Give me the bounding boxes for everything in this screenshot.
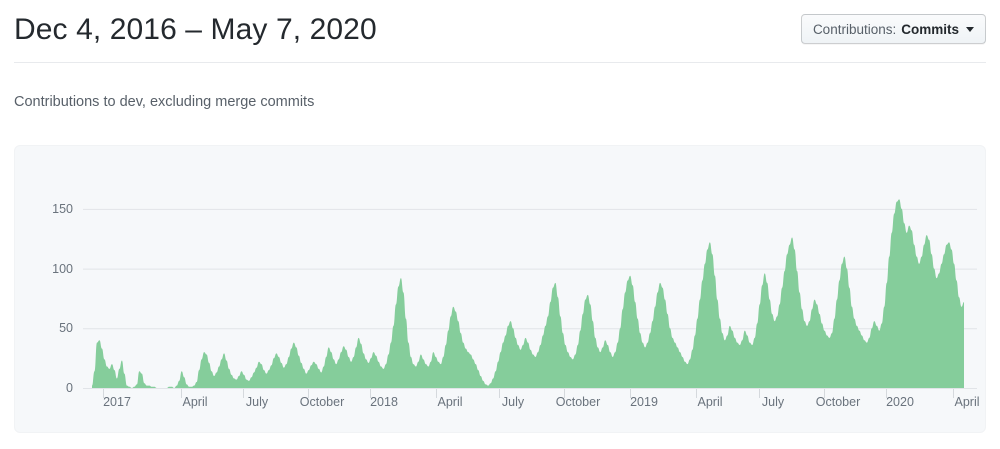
x-axis-tick-label: October [815,395,861,409]
page-title: Dec 4, 2016 – May 7, 2020 [14,13,377,46]
x-axis-tick-label: 2020 [886,395,914,409]
y-axis-tick-label: 50 [59,321,73,336]
dropdown-value: Commits [901,21,959,37]
x-axis-tick-label: July [245,395,269,409]
x-axis-tick-label: April [697,395,723,409]
x-axis-tick-label: 2018 [370,395,398,409]
x-axis-tick-label: April [182,395,208,409]
x-axis-tick-label: October [555,395,601,409]
contributions-chart-panel: 0 50 100 150 2017 April July October 2018 April J… [14,145,986,433]
x-axis-tick-label: April [437,395,463,409]
x-axis-tick-label: April [954,395,980,409]
y-axis-tick-label: 150 [52,201,73,216]
chevron-down-icon [966,26,974,32]
y-axis-tick-label: 100 [52,261,73,276]
y-axis-tick-label: 0 [66,381,73,395]
x-axis-tick-label: July [501,395,525,409]
x-axis-tick-label: 2017 [103,395,131,409]
contributions-area-chart[interactable] [15,146,985,432]
chart-subtitle: Contributions to dev, excluding merge co… [14,94,315,110]
header-divider [14,62,986,63]
x-axis-tick-label: October [299,395,345,409]
contributions-type-dropdown[interactable]: Contributions: Commits [800,14,986,44]
chart-svg [83,199,977,398]
x-axis-tick-label: 2019 [630,395,658,409]
x-axis-tick-label: July [761,395,785,409]
dropdown-label: Contributions: [812,21,897,37]
page-header: Dec 4, 2016 – May 7, 2020 Contributions:… [14,8,986,56]
